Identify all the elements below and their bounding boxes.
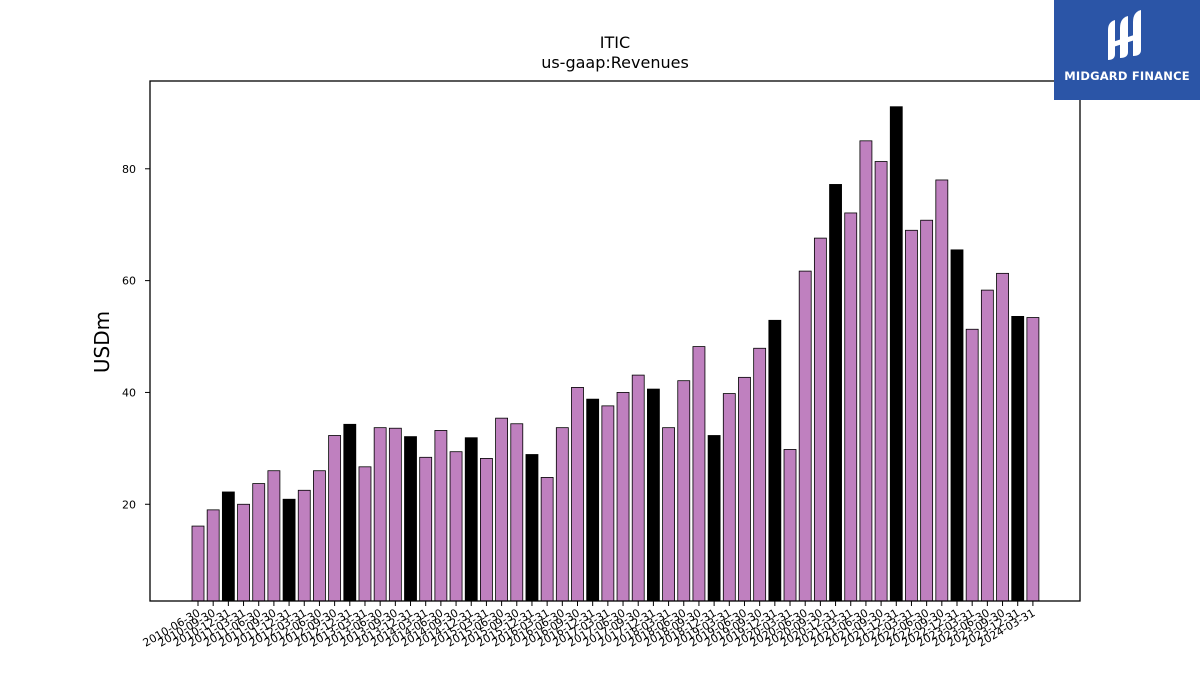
bar-2016-06-30: [555, 427, 569, 602]
bar-2016-03-31: [540, 477, 554, 602]
y-axis-label: USDm: [90, 311, 114, 373]
bar-2017-06-30: [616, 392, 630, 602]
bar-2010-12-31: [221, 491, 235, 602]
y-tick-label: 20: [122, 498, 136, 511]
chart-title: ITIC: [600, 33, 630, 52]
bar-2015-06-30: [495, 417, 509, 602]
y-axis-ticks: 20 40 60 80: [122, 163, 150, 511]
bar-2021-06-30: [859, 140, 873, 602]
logo-text: MIDGARD FINANCE: [1064, 69, 1190, 83]
bar-2016-12-31: [586, 398, 600, 602]
bar-2020-06-30: [798, 270, 812, 602]
bar-2017-03-31: [601, 405, 615, 602]
bar-2012-09-30: [328, 435, 342, 602]
x-axis-ticks: 2010-06-302010-09-302010-12-312011-03-31…: [141, 601, 1037, 650]
bar-2011-06-30: [252, 483, 266, 602]
bar-2019-09-30: [753, 347, 767, 602]
bar-2023-12-31: [1011, 315, 1025, 602]
bar-2022-06-30: [920, 219, 934, 602]
y-tick-label: 80: [122, 163, 136, 176]
bar-2014-09-30: [449, 451, 463, 602]
bar-2011-03-31: [237, 503, 250, 602]
bar-2018-06-30: [677, 380, 691, 602]
midgard-finance-logo: MIDGARD FINANCE: [1054, 0, 1200, 100]
bar-2013-06-30: [373, 427, 387, 602]
y-tick-label: 40: [122, 386, 136, 399]
bar-2014-12-31: [464, 437, 478, 602]
bar-2019-12-31: [768, 319, 782, 602]
bar-2017-09-30: [631, 374, 645, 602]
bar-2021-03-31: [844, 212, 858, 602]
bar-2020-03-31: [783, 449, 797, 602]
bar-2014-03-31: [419, 456, 433, 602]
bar-2015-03-31: [480, 458, 493, 602]
bar-2022-09-30: [935, 179, 949, 602]
bar-2021-12-31: [889, 106, 903, 602]
plot-frame: [149, 80, 1081, 602]
bar-2018-09-30: [692, 346, 706, 602]
bar-2018-03-31: [662, 427, 675, 602]
bar-2011-09-30: [267, 470, 281, 602]
bar-2013-12-31: [404, 436, 417, 602]
midgard-logo-mark-icon: [1108, 10, 1141, 60]
bar-2023-09-30: [996, 272, 1009, 602]
bar-2022-03-31: [905, 229, 918, 602]
bar-2018-12-31: [707, 435, 721, 602]
bar-2015-12-31: [525, 454, 539, 602]
y-tick-label: 60: [122, 275, 136, 288]
bar-2021-09-30: [874, 161, 888, 602]
bar-2023-03-31: [965, 328, 979, 602]
bar-2012-06-30: [313, 470, 326, 602]
bar-2010-09-30: [206, 509, 220, 602]
bar-2013-03-31: [358, 466, 372, 602]
bar-2010-06-30: [191, 525, 205, 602]
bar-2014-06-30: [434, 430, 448, 602]
bar-2013-09-30: [388, 427, 402, 602]
bar-2020-09-30: [813, 237, 827, 602]
bar-2019-06-30: [738, 376, 751, 602]
bar-2023-06-30: [980, 289, 994, 602]
bar-2022-12-31: [950, 249, 964, 602]
chart-subtitle: us-gaap:Revenues: [541, 53, 689, 72]
bar-2019-03-31: [722, 393, 736, 602]
bar-series: [191, 106, 1040, 602]
bar-2012-12-31: [343, 423, 357, 602]
bar-2012-03-31: [297, 489, 311, 602]
bar-2024-03-31: [1026, 317, 1040, 602]
bar-2011-12-31: [282, 498, 296, 602]
bar-2017-12-31: [647, 388, 660, 602]
bar-2020-12-31: [829, 184, 842, 602]
bar-2015-09-30: [510, 423, 524, 602]
bar-2016-09-30: [571, 387, 584, 602]
